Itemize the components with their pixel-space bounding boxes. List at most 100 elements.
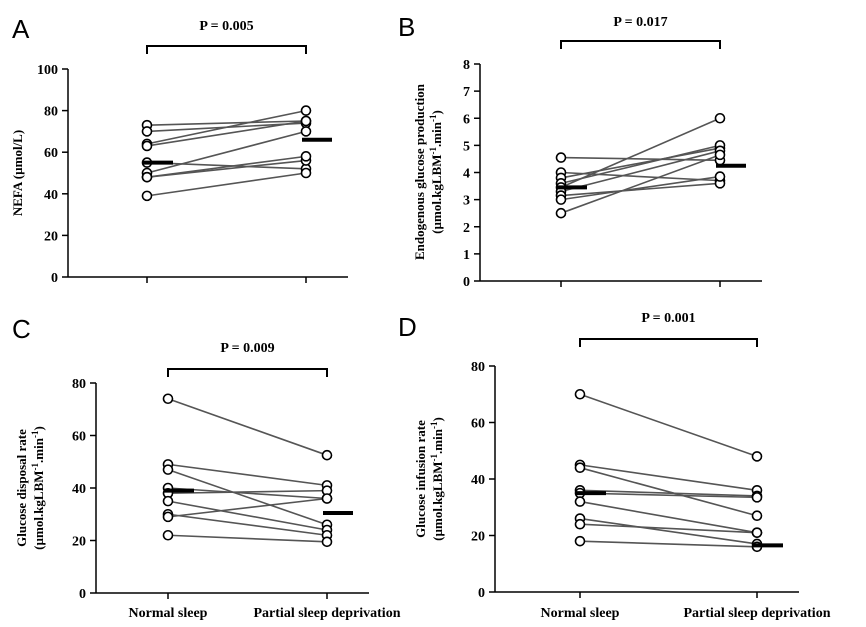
point-normal-sleep — [574, 535, 586, 547]
pair-line — [579, 523, 758, 534]
pair-line — [167, 534, 328, 543]
y-tick-label: 0 — [51, 271, 58, 286]
point-normal-sleep — [162, 529, 174, 541]
y-axis-label-unit: ) — [31, 426, 46, 430]
y-axis-label-unit: ) — [429, 110, 444, 114]
point-sleep-deprivation — [321, 493, 333, 504]
p-value-label: P = 0.001 — [641, 311, 695, 326]
panel-b: B 0 1 2 3 4 5 6 7 8 Endogenous glucose production… — [398, 12, 762, 290]
y-axis-label-superscript: -1 — [428, 114, 438, 122]
y-tick-label: 40 — [72, 482, 86, 497]
y-tick-label: 3 — [463, 194, 470, 209]
point-sleep-deprivation — [321, 536, 333, 548]
pair-line — [560, 117, 721, 189]
pair-line — [167, 513, 328, 537]
y-axis-label: Endogenous glucose production (µmol.kgLBM… — [412, 83, 444, 260]
y-axis-label-superscript: -1 — [30, 462, 40, 470]
y-tick-label: 60 — [471, 417, 485, 432]
point-sleep-deprivation — [300, 105, 312, 116]
point-normal-sleep — [162, 495, 174, 507]
y-tick-label: 0 — [463, 275, 470, 290]
y-axis-label-unit: (µmol.kgLBM — [429, 154, 444, 233]
y-tick-label: 0 — [79, 587, 86, 602]
pair-line — [167, 397, 328, 456]
point-normal-sleep — [162, 393, 174, 405]
y-axis-label-line: Glucose disposal rate — [14, 429, 29, 547]
y-axis-label: Glucose infusion rate (µmol.kgLBM-1.min-1… — [413, 417, 445, 541]
y-axis-label-unit: (µmol.kgLBM — [31, 470, 46, 549]
y-tick-label: 20 — [44, 229, 58, 244]
point-sleep-deprivation — [300, 126, 312, 137]
significance-bracket — [560, 40, 721, 49]
y-axis-label-line: Glucose infusion rate — [413, 420, 428, 538]
pair-line — [560, 150, 721, 193]
y-tick-label: 20 — [72, 535, 86, 550]
pair-line — [560, 171, 721, 182]
panel-letter-a: A — [12, 14, 30, 44]
y-axis-label: NEFA (µmol/L) — [10, 130, 25, 216]
pair-line — [167, 487, 328, 500]
significance-bracket — [579, 338, 758, 347]
y-tick-label: 1 — [463, 248, 470, 263]
point-normal-sleep — [141, 126, 153, 137]
pair-line — [146, 120, 307, 126]
pair-line — [579, 500, 758, 534]
y-tick-label: 7 — [463, 85, 470, 100]
y-axis-label-line: Endogenous glucose production — [412, 83, 427, 260]
point-sleep-deprivation — [300, 167, 312, 179]
point-normal-sleep — [574, 496, 586, 507]
panel-letter-c: C — [12, 314, 31, 344]
pair-line — [560, 144, 721, 185]
pair-line — [167, 463, 328, 487]
x-category-label: Normal sleep — [129, 606, 208, 621]
x-category-label: Partial sleep deprivation — [254, 606, 401, 621]
pair-line — [579, 517, 758, 545]
pair-line — [579, 492, 758, 499]
y-axis-label-unit: .min — [430, 428, 445, 454]
pair-line — [560, 182, 721, 197]
point-sleep-deprivation — [751, 451, 763, 462]
y-tick-label: 0 — [478, 586, 485, 601]
pair-line — [579, 489, 758, 497]
y-axis-label-unit: .min — [429, 121, 444, 147]
y-axis-label-superscript: -1 — [30, 430, 40, 438]
point-normal-sleep — [141, 140, 153, 152]
y-axis-label-unit: (µmol.kgLBM — [430, 461, 445, 540]
point-normal-sleep — [555, 194, 567, 205]
pair-line — [167, 468, 328, 526]
p-value-label: P = 0.005 — [199, 19, 253, 34]
panel-d: D 0 20 40 60 80 Glucose infusion rate (µmol.kg… — [398, 311, 831, 621]
x-category-label: Normal sleep — [541, 606, 620, 621]
point-normal-sleep — [162, 511, 174, 523]
point-normal-sleep — [141, 171, 153, 183]
pair-line — [167, 489, 328, 495]
pair-line — [146, 120, 307, 147]
point-normal-sleep — [555, 207, 567, 219]
pair-line — [167, 497, 328, 518]
point-sleep-deprivation — [321, 449, 333, 461]
panel-letter-d: D — [398, 312, 417, 342]
y-axis-label: Glucose disposal rate (µmol.kgLBM-1.min-1… — [14, 426, 46, 550]
point-sleep-deprivation — [300, 115, 312, 127]
pair-line — [560, 147, 721, 179]
point-sleep-deprivation — [714, 171, 726, 182]
point-normal-sleep — [555, 152, 567, 163]
significance-bracket — [146, 45, 307, 54]
point-sleep-deprivation — [751, 527, 763, 538]
y-tick-label: 4 — [463, 167, 470, 182]
y-axis-label-unit: .min — [31, 437, 46, 463]
pair-line — [579, 466, 758, 517]
pair-line — [167, 500, 328, 531]
panel-a: A 0 20 40 60 80 100 NEFA (µmol/L) P = 0.005 — [10, 14, 348, 286]
pair-line — [560, 175, 721, 201]
y-tick-label: 80 — [72, 377, 86, 392]
pair-line — [560, 154, 721, 214]
pair-line — [146, 109, 307, 145]
pair-line — [560, 156, 721, 162]
y-axis-label-superscript: -1 — [429, 453, 439, 461]
y-axis-label-superscript: -1 — [428, 146, 438, 154]
y-tick-label: 80 — [44, 105, 58, 120]
y-tick-label: 100 — [37, 63, 58, 78]
y-tick-label: 6 — [463, 112, 470, 127]
